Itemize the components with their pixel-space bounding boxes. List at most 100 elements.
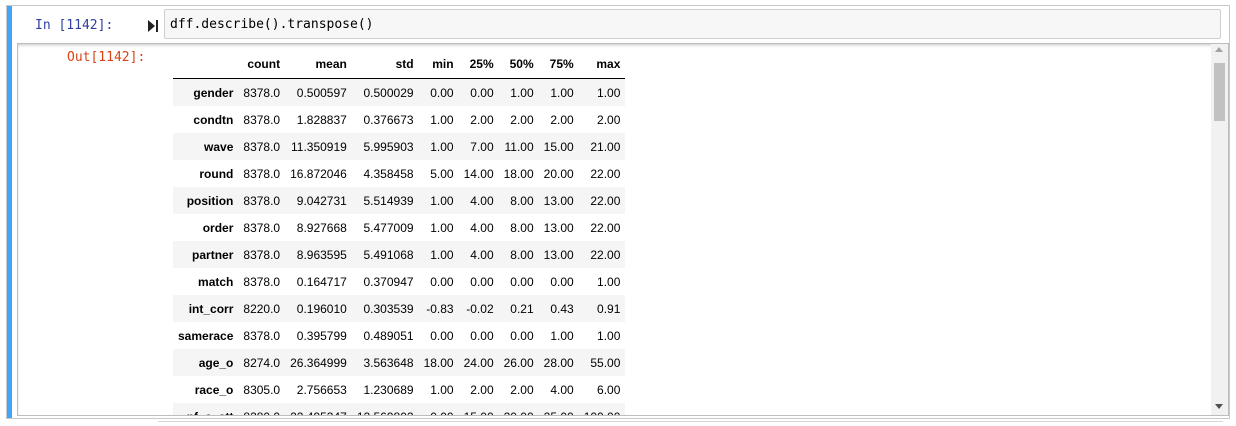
column-header: mean	[285, 50, 352, 79]
table-cell: 1.00	[430, 220, 454, 235]
table-cell: 0.00	[419, 403, 459, 416]
output-scroll-area[interactable]: count mean std min 25% 50% 75% max gende…	[18, 43, 1228, 415]
table-cell: 5.477009	[363, 220, 414, 235]
table-cell: 22.495347	[285, 403, 352, 416]
table-cell: 4.358458	[363, 166, 414, 181]
table-cell: 18.00	[423, 355, 454, 370]
row-label: int_corr	[188, 301, 234, 316]
table-row: pf_o_att8280.022.49534712.5698020.0015.0…	[173, 403, 626, 416]
row-label: gender	[193, 85, 234, 100]
table-cell: 15.00	[459, 403, 499, 416]
row-label: partner	[192, 247, 234, 262]
table-cell: 5.514939	[363, 193, 414, 208]
run-cell-icon[interactable]	[147, 19, 159, 33]
table-row: match 8378.0 0.164717 0.370947 0.00 0.00 0.00 0…	[173, 268, 625, 295]
scroll-down-arrow-icon[interactable]	[1215, 404, 1223, 409]
table-cell: 0.370947	[363, 274, 414, 289]
table-cell: 2.00	[550, 112, 574, 127]
table-row: round 8378.0 16.872046 4.358458 5.00 14.00 18.…	[173, 160, 625, 187]
table-cell: 8378.0	[243, 112, 281, 127]
code-text[interactable]: dff.describe().transpose()	[170, 17, 374, 32]
cell-selected-indicator	[7, 6, 12, 418]
table-cell: 22.00	[590, 193, 621, 208]
table-cell: 4.00	[470, 220, 494, 235]
table-cell: 14.00	[463, 166, 494, 181]
scroll-up-arrow-icon[interactable]	[1215, 47, 1223, 52]
table-header-row: count mean std min 25% 50% 75% max	[173, 50, 626, 79]
table-cell: 21.00	[590, 139, 621, 154]
table-cell: 5.00	[430, 166, 454, 181]
table-cell: 5.491068	[363, 247, 414, 262]
table-cell: 1.00	[430, 139, 454, 154]
table-cell: 11.00	[504, 139, 534, 154]
column-header: count	[238, 50, 286, 79]
table-cell: 8378.0	[243, 247, 281, 262]
table-cell: 5.995903	[363, 139, 414, 154]
code-input[interactable]: dff.describe().transpose()	[164, 9, 1221, 39]
scrollbar-thumb[interactable]	[1214, 63, 1225, 121]
row-label: order	[202, 220, 234, 235]
table-cell: 4.00	[550, 382, 574, 397]
table-cell: 8.00	[510, 220, 534, 235]
table-cell: 13.00	[543, 247, 574, 262]
table-cell: 0.91	[597, 301, 621, 316]
table-cell: 0.164717	[296, 274, 347, 289]
table-cell: -0.02	[466, 301, 494, 316]
row-label: race_o	[194, 382, 234, 397]
table-cell: 1.00	[510, 85, 534, 100]
table-cell: 1.00	[550, 85, 574, 100]
table-row: order 8378.0 8.927668 5.477009 1.00 4.00 8.00 1…	[173, 214, 625, 241]
table-cell: 8220.0	[243, 301, 281, 316]
next-cell-border	[158, 421, 1223, 422]
notebook-cell[interactable]: In [1142]: dff.describe().transpose() Ou…	[6, 5, 1230, 419]
table-row: int_corr 8220.0 0.196010 0.303539 -0.83 -0.02…	[173, 295, 626, 322]
index-header	[173, 50, 239, 79]
output-scrollbar[interactable]	[1211, 43, 1228, 415]
table-cell: 11.350919	[290, 139, 347, 154]
table-cell: 1.230689	[363, 382, 414, 397]
table-cell: 16.872046	[290, 166, 347, 181]
table-cell: 8378.0	[243, 328, 281, 343]
table-cell: 0.43	[550, 301, 574, 316]
table-cell: 22.00	[590, 247, 621, 262]
table-row: wave 8378.0 11.350919 5.995903 1.00 7.00 11.00…	[173, 133, 626, 160]
table-cell: 8.963595	[296, 247, 347, 262]
table-cell: 9.042731	[296, 193, 347, 208]
table-cell: 2.00	[510, 112, 534, 127]
table-cell: 22.00	[590, 166, 621, 181]
table-cell: 6.00	[597, 382, 621, 397]
table-cell: 2.00	[510, 382, 534, 397]
table-cell: 0.00	[430, 85, 454, 100]
table-cell: 8378.0	[243, 220, 281, 235]
table-cell: 13.00	[543, 220, 574, 235]
table-cell: 0.00	[470, 85, 494, 100]
table-cell: 0.00	[510, 328, 534, 343]
table-cell: 12.569802	[352, 403, 419, 416]
table-cell: 8378.0	[243, 166, 281, 181]
table-cell: 4.00	[470, 247, 494, 262]
table-cell: 2.00	[597, 112, 621, 127]
table-cell: 24.00	[463, 355, 494, 370]
table-cell: 1.00	[430, 112, 454, 127]
table-cell: 1.00	[430, 193, 454, 208]
table-cell: 18.00	[503, 166, 534, 181]
table-cell: 0.00	[470, 274, 494, 289]
table-cell: 0.00	[470, 328, 494, 343]
table-cell: 8378.0	[243, 85, 281, 100]
table-cell: 0.376673	[363, 112, 414, 127]
column-header: 50%	[498, 50, 539, 79]
table-cell: 4.00	[470, 193, 494, 208]
table-cell: 13.00	[543, 193, 574, 208]
table-cell: 7.00	[470, 139, 494, 154]
table-cell: 0.500029	[363, 85, 414, 100]
table-cell: 8378.0	[243, 193, 281, 208]
table-cell: -0.83	[426, 301, 454, 316]
table-cell: 0.489051	[363, 328, 414, 343]
row-label: round	[199, 166, 234, 181]
table-cell: 1.00	[550, 328, 574, 343]
table-cell: 0.196010	[296, 301, 347, 316]
output-prompt: Out[1142]:	[67, 50, 146, 65]
table-row: position 8378.0 9.042731 5.514939 1.00 4.00 8.…	[173, 187, 626, 214]
column-header: max	[578, 50, 626, 79]
table-cell: 28.00	[543, 355, 574, 370]
